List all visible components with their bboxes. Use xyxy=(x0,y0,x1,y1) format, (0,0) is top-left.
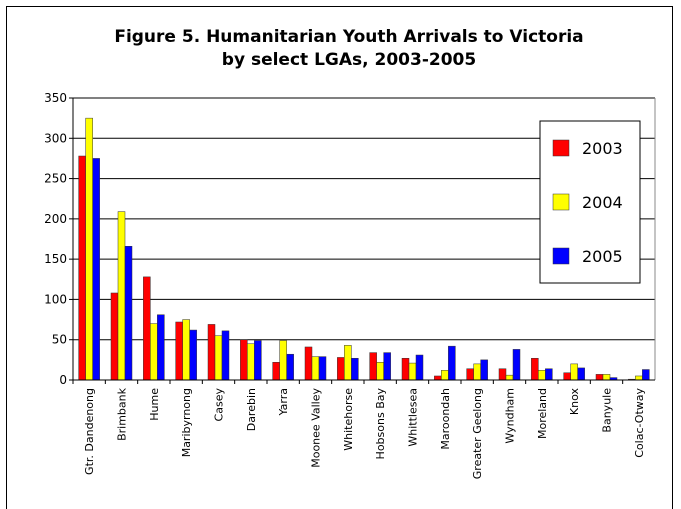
bar-2005 xyxy=(577,367,585,381)
legend: 2003 2004 2005 xyxy=(539,120,641,284)
legend-swatch xyxy=(552,193,570,211)
x-category-label: Yarra xyxy=(277,388,290,417)
bar-2005 xyxy=(124,246,133,381)
bar-2005 xyxy=(480,359,488,381)
bar-2004 xyxy=(247,343,255,381)
x-category-label: Gtr. Dandenong xyxy=(83,388,96,475)
x-category-label: Whittlesea xyxy=(407,388,420,447)
bar-2004 xyxy=(505,374,514,381)
bar-2003 xyxy=(595,374,604,381)
y-tick-label: 100 xyxy=(44,292,67,306)
bar-2004 xyxy=(279,340,287,381)
chart-title-line-1: Figure 5. Humanitarian Youth Arrivals to… xyxy=(114,27,583,47)
bar-2004 xyxy=(214,335,223,381)
bar-2005 xyxy=(512,349,521,381)
bar-2004 xyxy=(182,319,190,381)
chart-title-line-2: by select LGAs, 2003-2005 xyxy=(222,50,476,70)
x-category-label: Brimbank xyxy=(116,387,129,441)
y-axis-ticks: 0 50 100 150 200 250 300 350 xyxy=(44,91,73,387)
bar-2005 xyxy=(254,340,262,381)
bar-2003 xyxy=(369,352,377,381)
bar-2003 xyxy=(434,375,442,381)
bar-2005 xyxy=(157,314,165,381)
bar-2004 xyxy=(408,362,417,381)
bar-2003 xyxy=(175,321,183,381)
bar-2004 xyxy=(538,370,546,381)
bar-2003 xyxy=(531,357,539,381)
bar-2003 xyxy=(563,372,571,381)
bar-2004 xyxy=(376,362,384,381)
y-tick-label: 200 xyxy=(44,212,67,226)
x-category-label: Whitehorse xyxy=(342,388,355,451)
bar-2004 xyxy=(344,345,352,381)
y-tick-label: 150 xyxy=(44,252,67,266)
bar-2005 xyxy=(351,357,359,381)
bar-2004 xyxy=(150,323,158,381)
bar-2003 xyxy=(466,368,474,381)
legend-swatch xyxy=(552,247,570,265)
x-category-label: Casey xyxy=(213,388,226,422)
bar-2005 xyxy=(642,369,650,381)
bar-2005 xyxy=(92,158,100,381)
bar-2004 xyxy=(570,363,578,381)
bar-2003 xyxy=(240,339,248,381)
bar-2005 xyxy=(383,352,391,381)
x-category-label: Darebin xyxy=(245,388,258,431)
x-category-label: Moonee Valley xyxy=(310,388,323,468)
bar-2003 xyxy=(337,357,345,381)
bar-2004 xyxy=(85,117,93,381)
bar-2003 xyxy=(207,324,216,381)
bar-2004 xyxy=(602,374,611,381)
bar-2003 xyxy=(78,155,86,381)
x-category-label: Hobsons Bay xyxy=(374,388,387,460)
x-category-label: Knox xyxy=(568,388,581,416)
bar-2004 xyxy=(635,375,643,381)
legend-swatch xyxy=(552,139,570,157)
bar-2003 xyxy=(498,368,507,381)
bar-2003 xyxy=(110,292,119,381)
y-tick-label: 250 xyxy=(44,172,67,186)
bar-2005 xyxy=(189,329,197,381)
y-tick-label: 350 xyxy=(44,91,67,105)
bar-2005 xyxy=(318,356,327,381)
bar-2005 xyxy=(545,368,553,381)
bar-2003 xyxy=(143,276,151,381)
bar-2003 xyxy=(272,362,280,381)
x-category-label: Moreland xyxy=(536,388,549,439)
bar-2005 xyxy=(415,354,424,381)
bar-2004 xyxy=(473,363,481,381)
legend-label: 2005 xyxy=(582,247,623,266)
x-category-label: Colac-Otway xyxy=(633,388,646,458)
x-category-label: Maribyrnong xyxy=(180,388,193,457)
bar-2004 xyxy=(311,356,320,381)
bar-2005 xyxy=(221,330,230,381)
y-tick-label: 50 xyxy=(52,333,67,347)
bar-2005 xyxy=(286,353,294,381)
bar-2003 xyxy=(304,346,313,381)
y-tick-label: 0 xyxy=(59,373,67,387)
bar-2005 xyxy=(448,345,456,381)
x-category-label: Banyule xyxy=(601,388,614,433)
y-tick-label: 300 xyxy=(44,131,67,145)
x-category-label: Greater Geelong xyxy=(471,388,484,479)
bar-2004 xyxy=(117,211,126,381)
x-axis-labels: Gtr. Dandenong Brimbank Hume Maribyrnong Cas… xyxy=(72,379,655,479)
bar-2004 xyxy=(441,370,449,381)
x-category-label: Wyndham xyxy=(504,388,517,444)
legend-label: 2003 xyxy=(582,139,623,158)
bar-2003 xyxy=(401,357,410,381)
bars xyxy=(78,117,650,381)
x-category-label: Maroondah xyxy=(439,388,452,450)
x-category-label: Hume xyxy=(148,388,161,421)
legend-label: 2004 xyxy=(582,193,623,212)
